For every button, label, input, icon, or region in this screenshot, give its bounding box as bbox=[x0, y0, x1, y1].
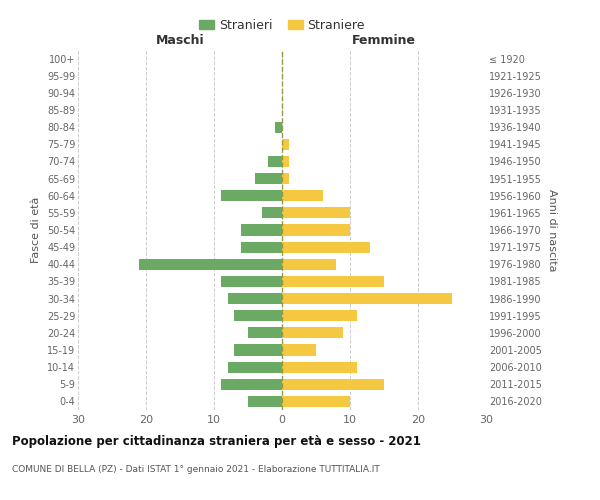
Bar bbox=[282, 276, 384, 287]
Bar bbox=[255, 173, 282, 184]
Legend: Stranieri, Straniere: Stranieri, Straniere bbox=[194, 14, 370, 37]
Bar bbox=[248, 328, 282, 338]
Y-axis label: Anni di nascita: Anni di nascita bbox=[547, 188, 557, 271]
Bar bbox=[282, 138, 289, 150]
Bar bbox=[241, 224, 282, 235]
Bar bbox=[248, 396, 282, 407]
Bar bbox=[282, 258, 337, 270]
Text: COMUNE DI BELLA (PZ) - Dati ISTAT 1° gennaio 2021 - Elaborazione TUTTITALIA.IT: COMUNE DI BELLA (PZ) - Dati ISTAT 1° gen… bbox=[12, 465, 380, 474]
Bar bbox=[227, 293, 282, 304]
Bar bbox=[282, 344, 316, 356]
Bar bbox=[275, 122, 282, 132]
Bar bbox=[282, 396, 350, 407]
Bar bbox=[282, 156, 289, 167]
Bar bbox=[282, 310, 357, 322]
Bar bbox=[235, 310, 282, 322]
Bar bbox=[221, 276, 282, 287]
Bar bbox=[282, 362, 357, 372]
Bar bbox=[282, 328, 343, 338]
Bar bbox=[139, 258, 282, 270]
Bar bbox=[282, 190, 323, 202]
Bar bbox=[221, 190, 282, 202]
Text: Femmine: Femmine bbox=[352, 34, 416, 46]
Bar bbox=[282, 224, 350, 235]
Bar bbox=[262, 208, 282, 218]
Y-axis label: Fasce di età: Fasce di età bbox=[31, 197, 41, 263]
Text: Popolazione per cittadinanza straniera per età e sesso - 2021: Popolazione per cittadinanza straniera p… bbox=[12, 435, 421, 448]
Bar bbox=[282, 293, 452, 304]
Bar bbox=[282, 378, 384, 390]
Bar bbox=[227, 362, 282, 372]
Bar bbox=[282, 242, 370, 252]
Bar bbox=[241, 242, 282, 252]
Bar bbox=[221, 378, 282, 390]
Bar bbox=[282, 173, 289, 184]
Bar bbox=[282, 208, 350, 218]
Text: Maschi: Maschi bbox=[155, 34, 205, 46]
Bar bbox=[235, 344, 282, 356]
Bar bbox=[268, 156, 282, 167]
